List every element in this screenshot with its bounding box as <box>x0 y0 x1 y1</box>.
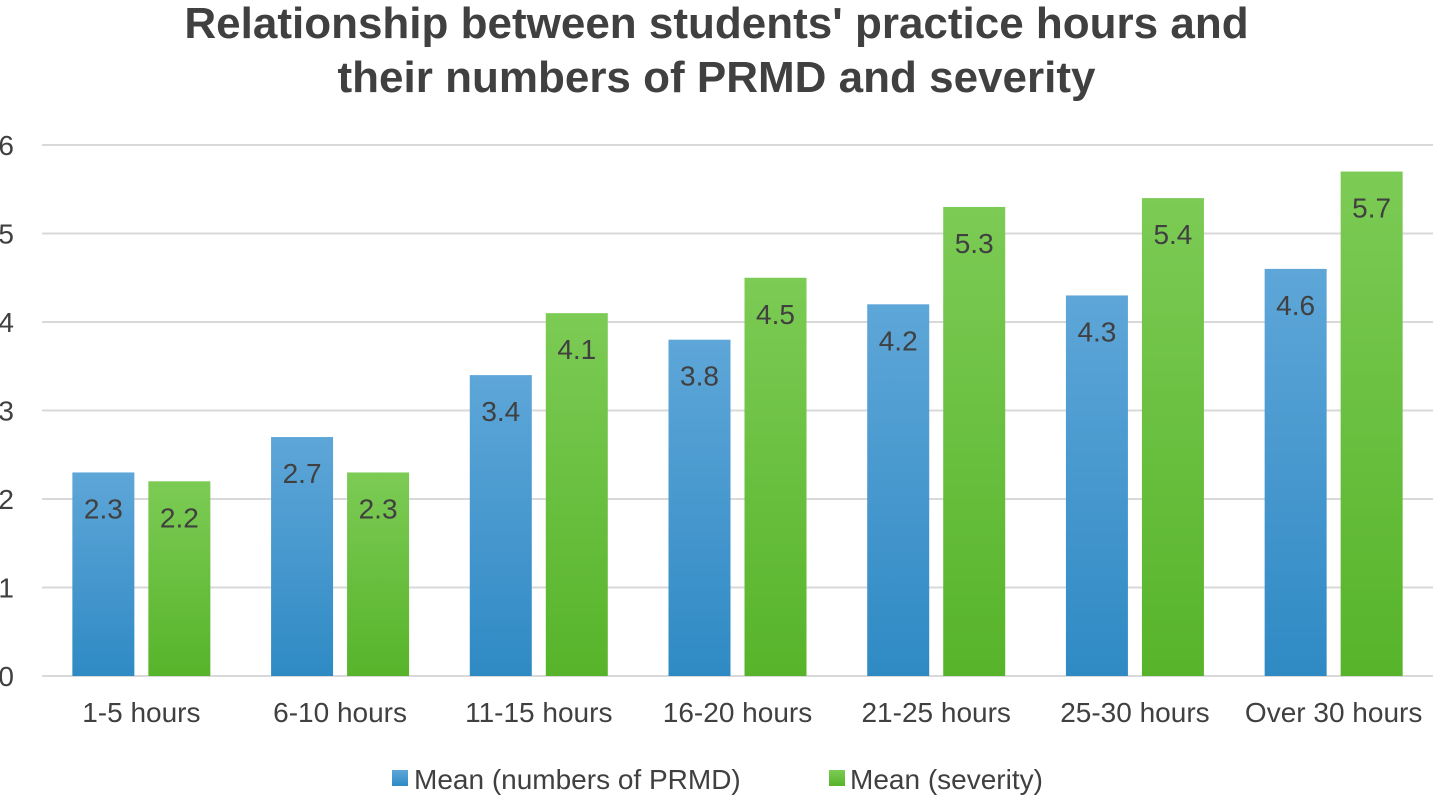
y-axis-ticks: 0 1 2 3 4 5 6 <box>0 130 14 692</box>
y-tick-label: 4 <box>0 307 14 338</box>
legend-item: Mean (severity) <box>829 764 1043 795</box>
legend-label: Mean (severity) <box>850 764 1043 795</box>
y-tick-label: 6 <box>0 130 14 161</box>
data-label: 5.3 <box>955 228 994 259</box>
bar-severity <box>347 472 410 676</box>
data-label: 4.3 <box>1077 316 1116 347</box>
bar-severity <box>943 206 1006 676</box>
bar-severity <box>1141 198 1204 676</box>
legend-label: Mean (numbers of PRMD) <box>414 764 741 795</box>
data-label: 2.3 <box>359 493 398 524</box>
bar-prmd <box>1264 268 1327 676</box>
bar-prmd <box>72 472 135 676</box>
data-label: 3.4 <box>481 396 520 427</box>
x-tick-label: 11-15 hours <box>465 697 612 728</box>
bar-severity <box>545 313 608 676</box>
x-tick-label: 21-25 hours <box>861 697 1010 728</box>
y-tick-label: 2 <box>0 484 14 515</box>
chart-title-line-1: Relationship between students' practice … <box>184 0 1249 48</box>
data-labels: 2.3 2.2 2.7 2.3 3.4 4.1 3.8 4.5 4.2 5.3 4.3 5.4 4.6 5… <box>84 193 1391 534</box>
legend-swatch <box>829 770 845 786</box>
x-tick-label: 1-5 hours <box>82 697 200 728</box>
x-tick-label: 16-20 hours <box>663 697 812 728</box>
bar-prmd <box>668 339 731 676</box>
data-label: 2.3 <box>84 493 123 524</box>
bar-severity <box>148 481 211 676</box>
bar-severity <box>1340 171 1403 677</box>
bars <box>72 171 1403 677</box>
data-label: 4.1 <box>557 334 596 365</box>
bar-prmd <box>1065 295 1128 676</box>
bar-severity <box>744 277 807 676</box>
y-tick-label: 3 <box>0 396 14 427</box>
gridlines <box>42 144 1433 677</box>
bar-prmd <box>469 375 532 676</box>
x-tick-label: 6-10 hours <box>273 697 407 728</box>
x-tick-label: Over 30 hours <box>1245 697 1422 728</box>
legend: Mean (numbers of PRMD) Mean (severity) <box>392 764 1043 795</box>
x-axis-ticks: 1-5 hours 6-10 hours 11-15 hours 16-20 hour… <box>82 697 1422 728</box>
legend-swatch <box>392 770 408 786</box>
data-label: 2.7 <box>283 458 322 489</box>
y-tick-label: 5 <box>0 219 14 250</box>
bar-prmd <box>271 437 334 676</box>
data-label: 4.2 <box>879 325 918 356</box>
data-label: 4.6 <box>1276 290 1315 321</box>
data-label: 4.5 <box>756 299 795 330</box>
bar-prmd <box>867 304 930 676</box>
data-label: 3.8 <box>680 361 719 392</box>
data-label: 5.7 <box>1352 193 1391 224</box>
chart-title-line-2: their numbers of PRMD and severity <box>337 53 1096 102</box>
x-tick-label: 25-30 hours <box>1060 697 1209 728</box>
y-tick-label: 0 <box>0 661 14 692</box>
y-tick-label: 1 <box>0 573 14 604</box>
legend-item: Mean (numbers of PRMD) <box>392 764 741 795</box>
data-label: 2.2 <box>160 502 199 533</box>
data-label: 5.4 <box>1153 219 1192 250</box>
